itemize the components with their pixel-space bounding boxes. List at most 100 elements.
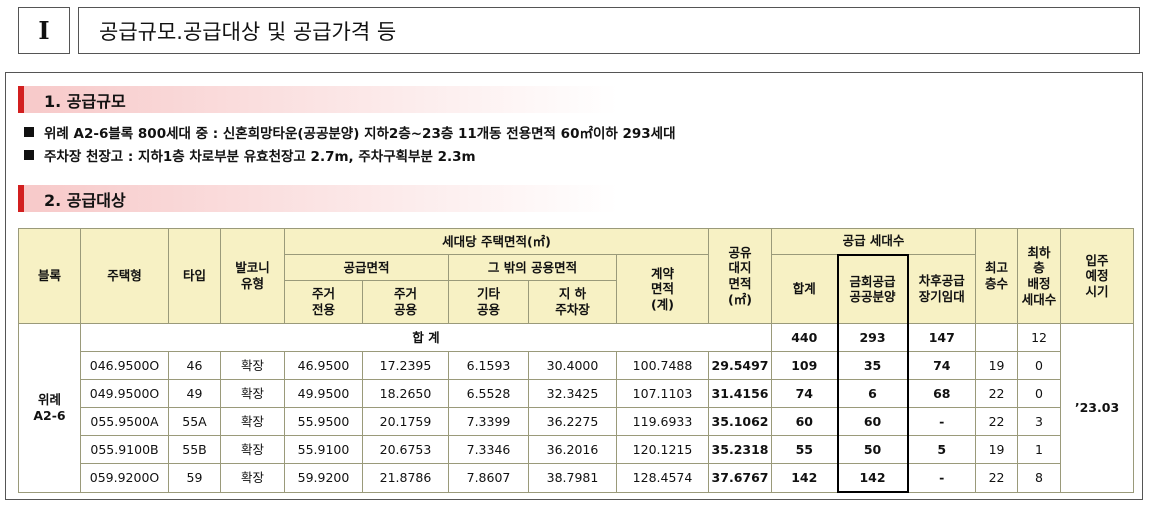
data-cell: 46.9500: [284, 351, 363, 380]
supply-table: 블록 주택형 타입 발코니 유형 세대당 주택면적(㎡) 공유 대지 면적 (㎡) 공급 세…: [18, 228, 1135, 493]
data-cell: 20.1759: [362, 407, 449, 436]
data-cell: 59: [168, 463, 221, 493]
data-cell: 120.1215: [615, 435, 710, 464]
data-cell: 확장: [220, 407, 285, 436]
data-cell: 19: [975, 351, 1019, 380]
header-cell: 계약 면적 (계): [615, 254, 710, 324]
data-cell: 55: [771, 435, 839, 464]
data-cell: 0: [1017, 351, 1062, 380]
data-cell: 32.3425: [528, 379, 617, 408]
data-cell: 055.9500A: [80, 407, 169, 436]
header-cell: 입주 예정 시기: [1060, 228, 1135, 324]
data-cell: 55A: [168, 407, 221, 436]
data-cell: 46: [168, 351, 221, 380]
data-cell: 5: [907, 435, 977, 464]
data-cell: 37.6767: [708, 463, 773, 493]
data-cell: 6.5528: [448, 379, 529, 408]
data-cell: 7.8607: [448, 463, 529, 493]
data-cell: 17.2395: [362, 351, 449, 380]
section-heading: 2. 공급대상: [18, 185, 618, 212]
data-cell: 107.1103: [615, 379, 710, 408]
data-cell: 6.1593: [448, 351, 529, 380]
content-box: 1. 공급규모 위례 A2-6블록 800세대 중 : 신혼희망타운(공공분양)…: [5, 72, 1143, 500]
data-cell: 60: [836, 407, 909, 436]
data-cell: 142: [771, 463, 839, 493]
data-cell: 100.7488: [615, 351, 710, 380]
data-cell: 6: [836, 379, 909, 408]
data-cell: 0: [1017, 379, 1062, 408]
table-row: 위례 A2-6 합 계 440 293 147 12’23.03: [18, 323, 1135, 493]
data-cell: 확장: [220, 435, 285, 464]
data-cell: 35: [836, 351, 909, 380]
header-cell: 타입: [168, 228, 221, 324]
data-cell: 055.9100B: [80, 435, 169, 464]
header-cell: 기타 공용: [448, 280, 529, 324]
header-cell: 공급면적: [284, 254, 449, 281]
data-cell: 119.6933: [615, 407, 710, 436]
data-cell: 3: [1017, 407, 1062, 436]
bullet: 주차장 천장고 : 지하1층 차로부분 유효천장고 2.7m, 주차구획부분 2…: [24, 145, 476, 165]
data-cell: 49: [168, 379, 221, 408]
header-cell: 세대당 주택면적(㎡): [283, 228, 710, 255]
data-cell: 128.4574: [615, 463, 710, 493]
bullet-text: 위례 A2-6블록 800세대 중 : 신혼희망타운(공공분양) 지하2층~23…: [44, 126, 676, 142]
data-cell: 60: [771, 407, 839, 436]
data-cell: 50: [836, 435, 909, 464]
data-cell: 55.9500: [284, 407, 363, 436]
total-cell: 293: [836, 323, 909, 352]
header-cell: 주거 공용: [362, 280, 449, 324]
data-cell: 55B: [168, 435, 221, 464]
total-cell: 147: [907, 323, 977, 352]
section-number: I: [18, 7, 70, 54]
table-row: 046.9500O 46 확장 46.9500 17.2395 6.1593 30.4000…: [19, 351, 1134, 380]
data-cell: 36.2016: [528, 435, 617, 464]
data-cell: 36.2275: [528, 407, 617, 436]
data-cell: 55.9100: [284, 435, 363, 464]
data-cell: 142: [836, 463, 909, 493]
data-cell: 046.9500O: [80, 351, 169, 380]
data-cell: 18.2650: [362, 379, 449, 408]
data-cell: 21.8786: [362, 463, 449, 493]
data-cell: 8: [1017, 463, 1062, 493]
data-cell: 38.7981: [528, 463, 617, 493]
total-cell: 440: [771, 323, 839, 352]
data-cell: 22: [975, 407, 1019, 436]
empty-cell: [975, 323, 1019, 352]
data-cell: 74: [907, 351, 977, 380]
table-row: 059.9200O 59 확장 59.9200 21.8786 7.8607 38.7981…: [19, 463, 1134, 493]
data-cell: 22: [975, 463, 1019, 493]
header-cell: 블록: [18, 228, 81, 324]
data-cell: 049.9500O: [80, 379, 169, 408]
bullet-square: [24, 150, 34, 160]
table-row: 블록 주택형 타입 발코니 유형 세대당 주택면적(㎡) 공유 대지 면적 (㎡) 공급 세…: [18, 228, 1135, 324]
header-cell: 지 하 주차장: [528, 280, 617, 324]
total-cell: 12: [1017, 323, 1062, 352]
data-cell: 31.4156: [708, 379, 773, 408]
header-cell: 차후공급 장기임대: [907, 254, 977, 324]
table-row: 공급면적 그 밖의 공용면적 계약 면적 (계) 합계 금회공급 공공분양 차후공급 장기…: [19, 253, 1134, 324]
data-cell: 7.3346: [448, 435, 529, 464]
header-cell: 주택형: [80, 228, 169, 324]
data-cell: 109: [771, 351, 839, 380]
data-cell: 확장: [220, 379, 285, 408]
section-heading: 1. 공급규모: [18, 86, 618, 113]
data-cell: 35.2318: [708, 435, 773, 464]
data-cell: 20.6753: [362, 435, 449, 464]
header-cell: 그 밖의 공용면적: [448, 254, 617, 281]
data-cell: 68: [907, 379, 977, 408]
bullet-square: [24, 127, 34, 137]
bullet: 위례 A2-6블록 800세대 중 : 신혼희망타운(공공분양) 지하2층~23…: [24, 122, 676, 142]
header-cell: 발코니 유형: [220, 228, 285, 324]
header-cell: 금회공급 공공분양: [836, 253, 909, 324]
page-title: 공급규모.공급대상 및 공급가격 등: [78, 7, 1140, 54]
data-cell: 확장: [220, 463, 285, 493]
data-cell: -: [907, 463, 977, 493]
data-cell: 49.9500: [284, 379, 363, 408]
data-cell: 1: [1017, 435, 1062, 464]
data-cell: 30.4000: [528, 351, 617, 380]
data-cell: -: [907, 407, 977, 436]
data-cell: 35.1062: [708, 407, 773, 436]
data-cell: 22: [975, 379, 1019, 408]
header-cell: 공유 대지 면적 (㎡): [708, 228, 773, 324]
data-cell: 확장: [220, 351, 285, 380]
